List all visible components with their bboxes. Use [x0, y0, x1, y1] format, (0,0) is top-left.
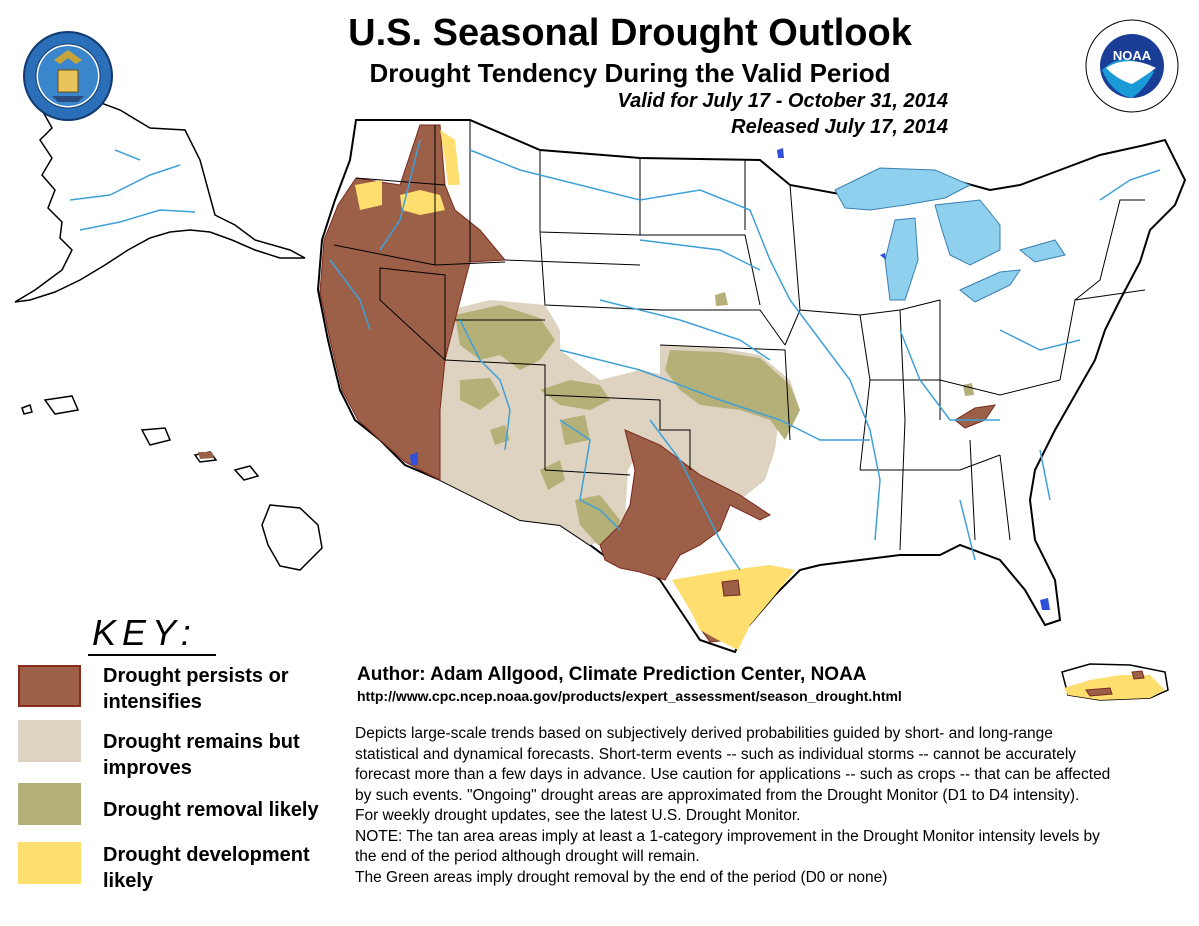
author-credit: Author: Adam Allgood, Climate Prediction…: [357, 664, 867, 685]
puerto-rico-persists: [1085, 670, 1145, 697]
key-swatch-improves: [18, 720, 81, 762]
description-main: Depicts large-scale trends based on subj…: [355, 725, 1111, 804]
key-label-development: Drought development likely: [103, 844, 310, 892]
description-green: The Green areas imply drought removal by…: [355, 868, 888, 886]
key-swatch-removal: [18, 783, 81, 825]
page-subtitle: Drought Tendency During the Valid Period: [369, 58, 891, 88]
great-lakes: [834, 167, 1066, 303]
page-title: U.S. Seasonal Drought Outlook: [348, 12, 912, 54]
state-lines: [333, 120, 1146, 551]
valid-period: Valid for July 17 - October 31, 2014: [617, 90, 948, 112]
key-swatch-development: [18, 842, 81, 884]
department-of-commerce-seal: [23, 31, 113, 121]
noaa-logo-text: NOAA: [1113, 48, 1152, 63]
key-underline: [88, 654, 216, 656]
description-weekly: For weekly drought updates, see the late…: [355, 807, 801, 824]
product-url[interactable]: http://www.cpc.ncep.noaa.gov/products/ex…: [357, 688, 902, 704]
description-note: NOTE: The tan area areas imply at least …: [355, 827, 1100, 866]
noaa-seal: NOAA: [1085, 19, 1179, 113]
hawaii-drought: [198, 452, 214, 459]
hawaii: [21, 395, 323, 571]
region-removal: [455, 292, 974, 545]
region-development: [355, 130, 795, 650]
alaska-rivers: [69, 149, 196, 231]
rivers: [329, 139, 1161, 571]
key-swatch-persists: [18, 665, 81, 707]
alaska: [14, 97, 306, 303]
texas-drought-inset: [721, 579, 741, 597]
key-label-improves: Drought remains but improves: [103, 731, 300, 779]
lakes: [410, 148, 1050, 610]
key-title: KEY:: [92, 612, 197, 653]
key-label-removal: Drought removal likely: [103, 799, 319, 821]
description-block: Depicts large-scale trends based on subj…: [355, 724, 1115, 888]
key-label-persists: Drought persists or intensifies: [103, 665, 289, 713]
release-date: Released July 17, 2014: [731, 116, 948, 138]
